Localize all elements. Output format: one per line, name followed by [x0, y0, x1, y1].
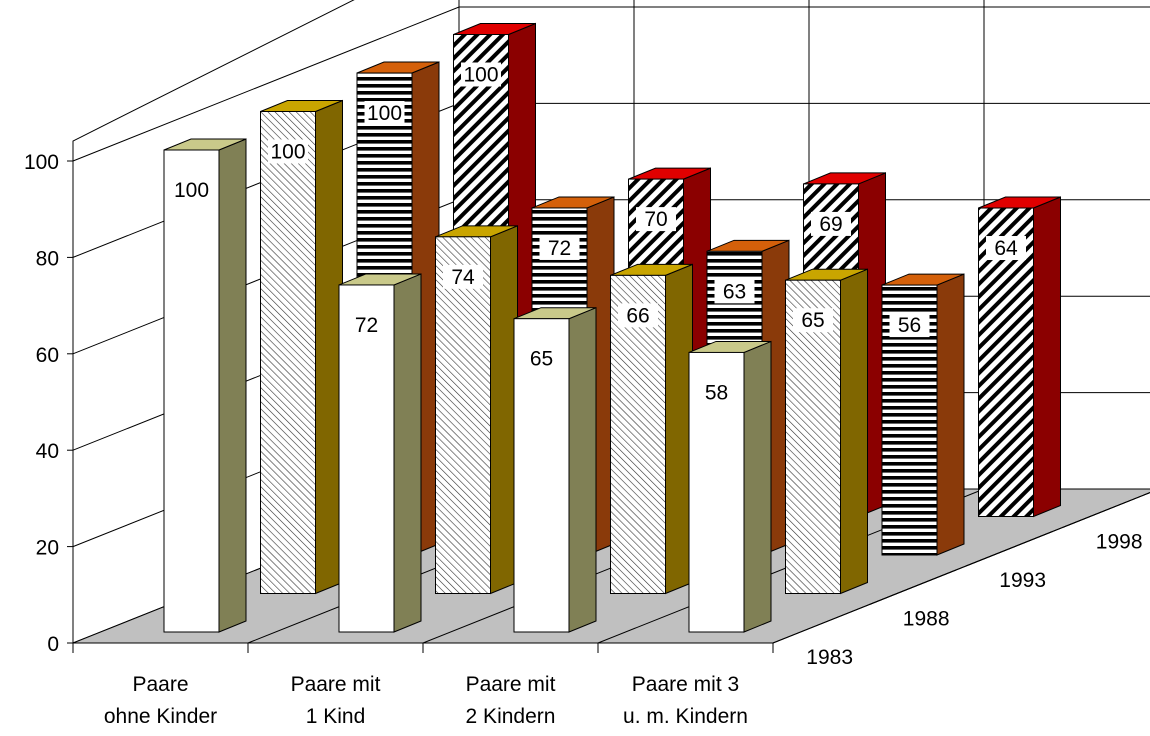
data-label-bg — [793, 308, 833, 333]
bar-side — [743, 340, 772, 633]
bar: 65 — [785, 268, 868, 595]
data-label: 100 — [270, 141, 305, 164]
data-label-bg — [986, 236, 1026, 261]
data-label-bg — [346, 312, 387, 337]
data-label: 72 — [548, 237, 571, 260]
data-label-bg — [364, 101, 405, 125]
data-label-bg — [521, 346, 562, 371]
bar-side — [568, 306, 597, 633]
series-axis-label: 1998 — [1096, 531, 1143, 554]
bar-side — [315, 99, 343, 595]
data-label: 65 — [530, 348, 553, 371]
y-tick-label: 60 — [36, 344, 59, 367]
data-label: 66 — [626, 304, 649, 327]
y-tick-label: 80 — [36, 247, 59, 270]
data-label: 58 — [705, 381, 728, 404]
y-tick-label: 0 — [47, 633, 59, 656]
bar-side — [218, 138, 247, 633]
data-label-bg — [443, 264, 483, 289]
bar-front — [435, 236, 491, 594]
data-label-bg — [268, 139, 308, 164]
data-label: 70 — [644, 208, 667, 231]
data-label-bg — [618, 303, 658, 328]
data-label: 74 — [451, 266, 475, 289]
x-tick-label: u. m. Kindern — [623, 705, 748, 728]
x-tick-label: 2 Kindern — [466, 705, 556, 728]
x-tick-label: Paare mit 3 — [632, 673, 739, 696]
bar-front — [163, 149, 220, 633]
data-label: 72 — [355, 314, 378, 337]
floor-line — [965, 531, 1053, 567]
bar: 64 — [978, 196, 1061, 518]
bar: 100 — [260, 99, 343, 595]
data-label-bg — [811, 211, 851, 236]
data-label-bg — [889, 313, 930, 338]
bar-side — [490, 225, 518, 595]
data-label: 56 — [898, 314, 921, 337]
x-tick-label: Paare — [132, 673, 188, 696]
x-tick-label: Paare mit — [291, 673, 381, 696]
series-axis-label: 1993 — [999, 569, 1046, 592]
bar-side — [665, 263, 693, 595]
y-tick-label: 20 — [36, 537, 59, 560]
bar-side — [393, 273, 422, 633]
axis-layer: 0 20 40 60 80 100 Paare ohne Kinder Paare mit 1 K… — [24, 151, 1143, 728]
bar: 58 — [688, 340, 772, 633]
bar-front — [513, 318, 570, 633]
data-label-bg — [636, 207, 676, 232]
bar: 72 — [338, 273, 422, 633]
data-label-bg — [539, 235, 580, 260]
y-tick-label: 100 — [24, 151, 59, 174]
data-label-bg — [714, 279, 755, 304]
x-tick-label: 1 Kind — [306, 705, 366, 728]
data-label: 100 — [463, 64, 498, 87]
bar-front — [610, 274, 666, 594]
data-label: 63 — [723, 280, 746, 303]
bar: 74 — [435, 225, 518, 595]
y-tick-label: 40 — [36, 440, 59, 463]
data-label: 64 — [994, 237, 1018, 260]
bar-front — [260, 111, 316, 594]
bar-front — [785, 279, 841, 594]
bar: 66 — [610, 263, 693, 595]
data-label-bg — [696, 380, 737, 405]
bar: 100 — [163, 138, 247, 633]
data-label: 69 — [819, 213, 842, 236]
x-tick-label: ohne Kinder — [104, 705, 217, 728]
bar-side — [936, 273, 965, 556]
bar: 65 — [513, 306, 597, 633]
floor-line — [869, 569, 957, 605]
bar-front — [338, 284, 395, 633]
bar: 56 — [881, 273, 965, 556]
data-label-bg — [461, 62, 501, 87]
bar-side — [1033, 196, 1061, 518]
x-tick-label: Paare mit — [466, 673, 556, 696]
bar-side — [840, 268, 868, 595]
data-label: 65 — [801, 309, 824, 332]
data-label: 100 — [174, 179, 209, 202]
data-label-bg — [171, 178, 212, 202]
series-axis-label: 1983 — [806, 646, 853, 669]
data-label: 100 — [367, 102, 402, 125]
bars-layer: 64 69 70 100 56 63 72 100 65 66 74 100 58 65 72 100 — [163, 22, 1061, 633]
floor-line — [1062, 492, 1150, 528]
series-axis-label: 1988 — [903, 608, 950, 631]
